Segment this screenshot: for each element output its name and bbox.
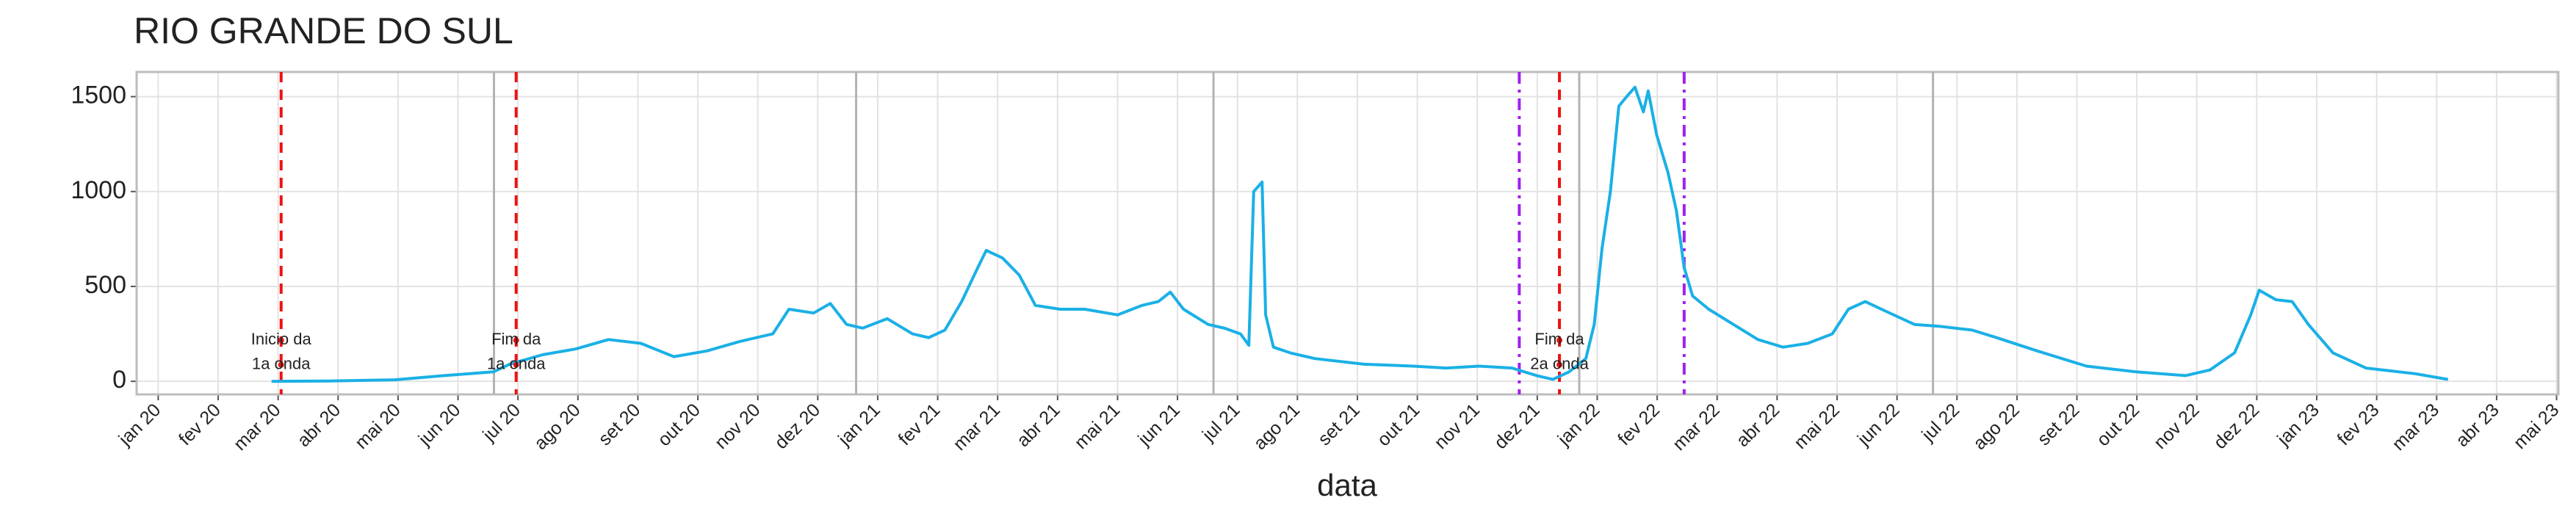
y-tick-label: 500: [84, 271, 126, 299]
annotation: Inicio da: [251, 330, 312, 348]
x-tick-label: fev 22: [1614, 400, 1664, 449]
x-tick-label: mar 20: [230, 400, 285, 455]
x-tick-label: ago 21: [1249, 400, 1304, 454]
x-tick-label: fev 20: [175, 400, 225, 449]
x-tick-label: mai 23: [2510, 400, 2564, 453]
annotation-point: [1556, 361, 1563, 368]
series-line: [271, 85, 2449, 383]
x-tick-label: jun 21: [1133, 400, 1184, 450]
x-tick-label: jun 20: [414, 400, 465, 450]
x-tick-label: jun 22: [1853, 400, 1904, 450]
x-tick-label: abr 22: [1732, 400, 1783, 451]
annotation-point: [278, 361, 284, 368]
x-tick-label: out 21: [1374, 400, 1424, 450]
x-tick-label: ago 22: [1969, 400, 2024, 454]
plot-background: [137, 72, 2558, 394]
x-tick-label: jan 20: [115, 400, 165, 450]
annotation: Fim da: [1534, 330, 1584, 348]
x-tick-label: ago 20: [530, 400, 585, 454]
x-tick-label: mar 22: [1669, 400, 1724, 455]
x-tick-label: abr 23: [2452, 400, 2503, 451]
x-tick-label: mai 20: [351, 400, 405, 453]
x-tick-label: mai 22: [1790, 400, 1844, 453]
annotation-point: [513, 337, 519, 344]
y-tick-label: 0: [112, 366, 126, 394]
annotation-point: [278, 337, 284, 344]
y-tick-label: 1000: [71, 176, 126, 204]
x-tick-label: mai 21: [1071, 400, 1125, 453]
annotation: Fim da: [491, 330, 541, 348]
x-tick-label: jul 20: [478, 400, 524, 446]
x-tick-label: fev 21: [895, 400, 945, 449]
annotation-point: [513, 361, 519, 368]
x-tick-label: dez 20: [771, 400, 824, 453]
x-tick-label: jul 22: [1917, 400, 1963, 446]
x-tick-label: jan 22: [1554, 400, 1604, 450]
x-tick-label: mar 21: [949, 400, 1004, 455]
annotation: 1a onda: [487, 355, 546, 373]
x-tick-label: nov 20: [711, 400, 765, 453]
x-tick-label: abr 21: [1013, 400, 1064, 451]
x-tick-label: set 21: [1314, 400, 1364, 449]
x-tick-label: set 22: [2033, 400, 2083, 449]
x-tick-label: nov 22: [2150, 400, 2204, 453]
x-axis-label: data: [1317, 468, 1377, 502]
x-tick-label: fev 23: [2334, 400, 2384, 449]
x-tick-label: jan 23: [2273, 400, 2323, 450]
x-tick-label: out 22: [2093, 400, 2143, 450]
annotation: 1a onda: [252, 355, 311, 373]
annotation: 2a onda: [1530, 355, 1589, 373]
y-tick-label: 1500: [71, 82, 126, 109]
x-tick-label: set 20: [594, 400, 644, 449]
chart-title: RIO GRANDE DO SUL: [134, 10, 513, 51]
x-tick-label: mar 23: [2388, 400, 2443, 455]
x-tick-label: jul 21: [1198, 400, 1244, 446]
plot-border: [135, 71, 2560, 396]
x-tick-label: dez 22: [2209, 400, 2263, 453]
x-tick-label: jan 21: [834, 400, 884, 450]
x-tick-label: dez 21: [1490, 400, 1544, 453]
x-tick-label: nov 21: [1430, 400, 1484, 453]
annotation-point: [1556, 337, 1563, 344]
x-tick-label: out 20: [654, 400, 704, 450]
x-tick-label: abr 20: [293, 400, 344, 451]
